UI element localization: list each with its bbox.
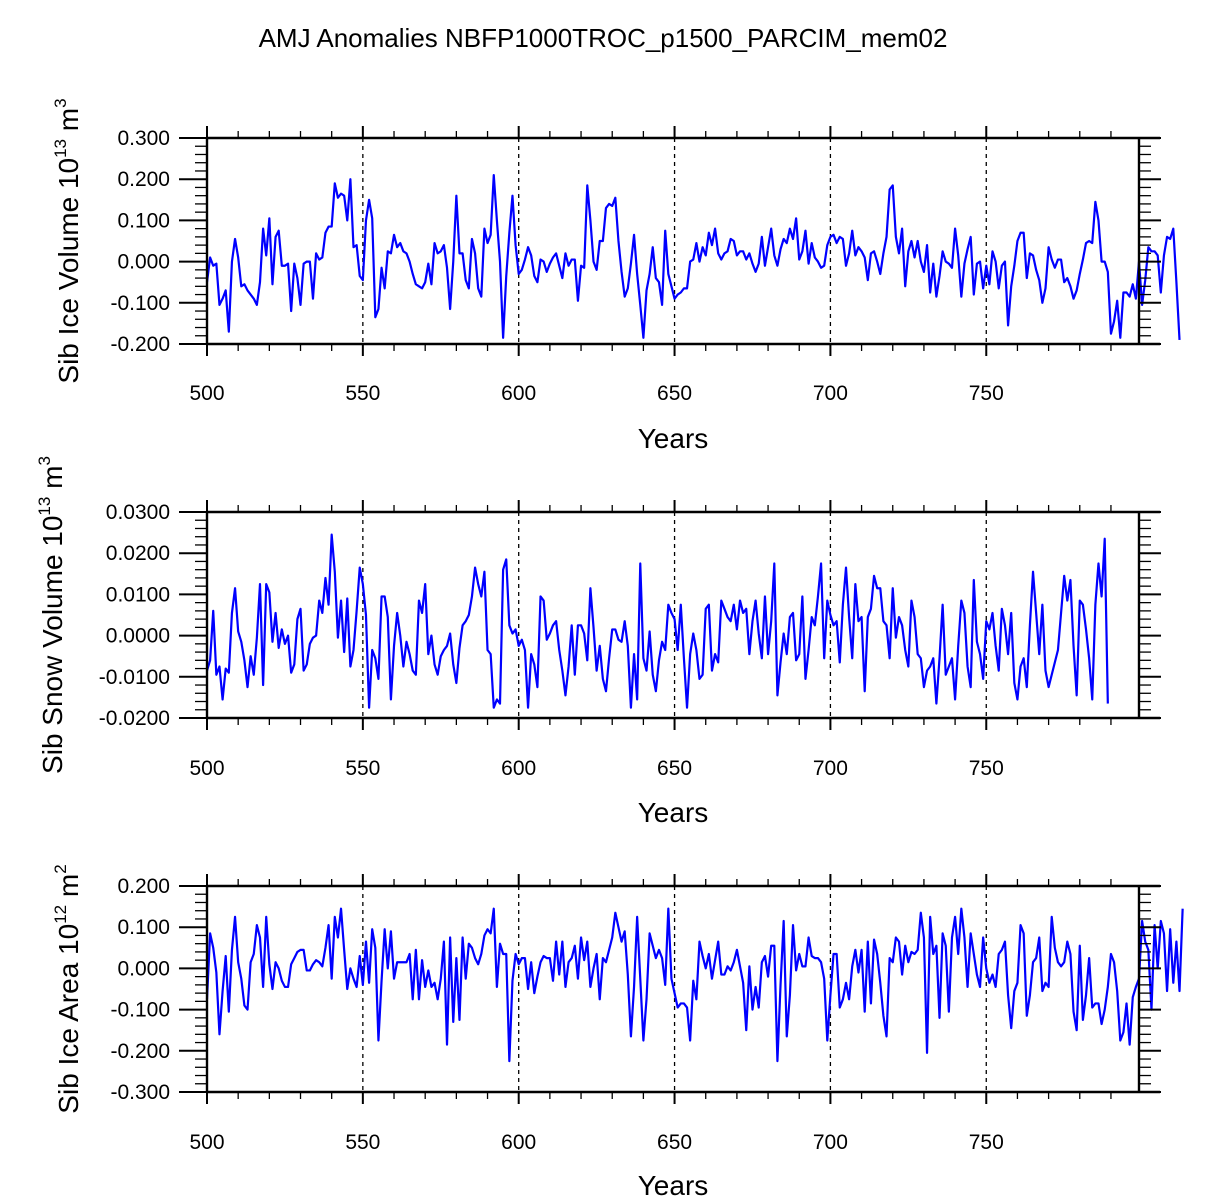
x-tick-label: 600 [501, 1131, 536, 1154]
y-tick-label: 0.300 [117, 127, 170, 150]
x-tick-label: 750 [969, 1131, 1004, 1154]
x-axis-title: Years [638, 1170, 709, 1201]
y-tick-label: 0.000 [117, 251, 170, 274]
y-tick-label: -0.200 [110, 333, 170, 356]
x-tick-label: 750 [969, 757, 1004, 780]
y-tick-label: 0.0200 [106, 542, 170, 565]
x-tick-label: 500 [189, 382, 224, 405]
y-tick-label: -0.300 [110, 1081, 170, 1104]
y-axis-title: Sib Ice Volume 1013 m3 [51, 98, 84, 383]
chart-title: AMJ Anomalies NBFP1000TROC_p1500_PARCIM_… [259, 23, 948, 53]
panel-1: 500 550 600 650 700 750 Years -0.200 -0.100 0.000… [51, 98, 1181, 454]
y-axis-title: Sib Snow Volume 1013 m3 [35, 456, 68, 774]
y-tick-label: 0.100 [117, 209, 170, 232]
x-tick-label: 650 [657, 1131, 692, 1154]
x-tick-label: 700 [813, 1131, 848, 1154]
panel-2: 500 550 600 650 700 750 Years -0.0200 -0.0100 0.0… [35, 456, 1161, 828]
x-tick-label: 650 [657, 757, 692, 780]
panel-3: 500 550 600 650 700 750 Years -0.300 -0.200 -0.10… [51, 864, 1184, 1201]
x-tick-label: 750 [969, 382, 1004, 405]
y-tick-label: -0.100 [110, 292, 170, 315]
y-tick-label: 0.0000 [106, 625, 170, 648]
x-tick-label: 500 [189, 757, 224, 780]
y-tick-label: -0.0200 [99, 707, 170, 730]
y-axis-title: Sib Ice Area 1012 m2 [51, 864, 84, 1113]
x-tick-label: 550 [345, 757, 380, 780]
y-tick-label: -0.0100 [99, 666, 170, 689]
x-tick-label: 550 [345, 1131, 380, 1154]
series-line [205, 533, 1109, 709]
y-tick-label: 0.0100 [106, 583, 170, 606]
x-tick-label: 600 [501, 382, 536, 405]
x-axis-title: Years [638, 797, 709, 828]
series-line [205, 907, 1184, 1063]
y-tick-label: 0.100 [117, 916, 170, 939]
y-tick-label: 0.200 [117, 168, 170, 191]
series-line [205, 173, 1181, 340]
x-tick-label: 550 [345, 382, 380, 405]
x-tick-label: 500 [189, 1131, 224, 1154]
y-tick-label: 0.200 [117, 875, 170, 898]
y-tick-label: -0.200 [110, 1040, 170, 1063]
x-tick-label: 700 [813, 757, 848, 780]
y-tick-label: 0.0300 [106, 501, 170, 524]
x-tick-label: 700 [813, 382, 848, 405]
y-tick-label: 0.000 [117, 957, 170, 980]
x-tick-label: 650 [657, 382, 692, 405]
y-tick-label: -0.100 [110, 999, 170, 1022]
x-tick-label: 600 [501, 757, 536, 780]
x-axis-title: Years [638, 423, 709, 454]
